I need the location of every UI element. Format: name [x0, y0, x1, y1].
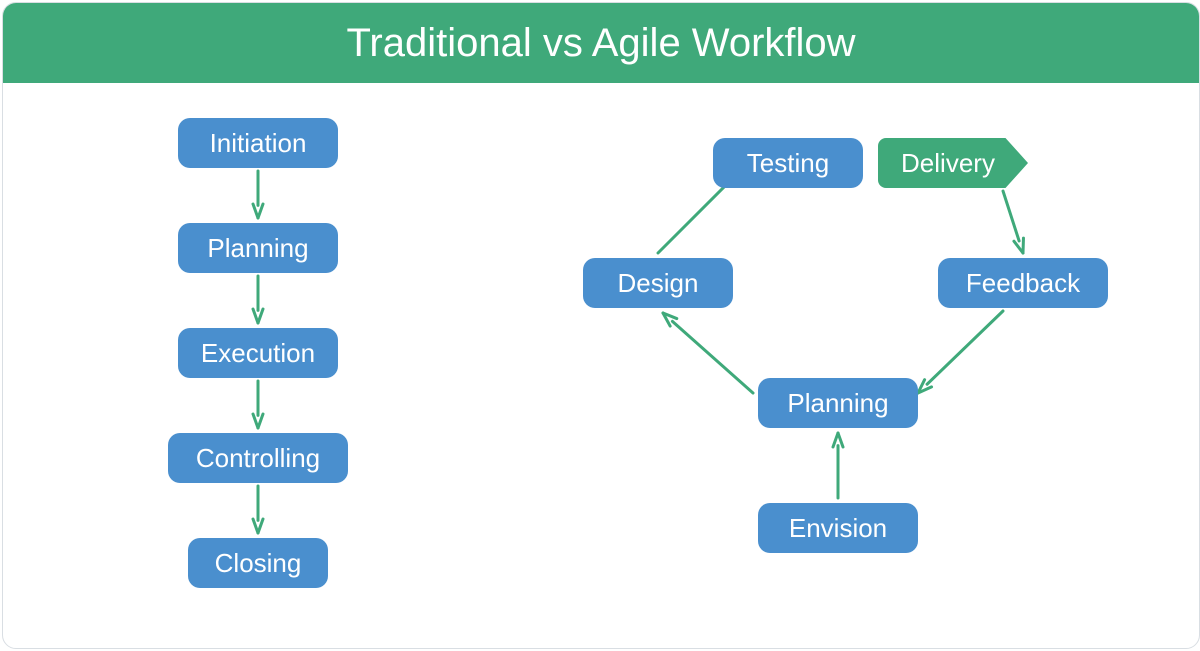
node-closing: Closing — [188, 538, 328, 588]
node-testing: Testing — [713, 138, 863, 188]
arrowhead — [838, 433, 843, 447]
node-feedback: Feedback — [938, 258, 1108, 308]
arrowhead — [253, 519, 258, 533]
arrowhead — [258, 414, 263, 428]
node-envision: Envision — [758, 503, 918, 553]
node-planning2: Planning — [758, 378, 918, 428]
arrowhead — [918, 387, 932, 393]
arrowhead — [918, 380, 925, 393]
diagram-stage: Initiation Planning Execution Controlling Cl… — [3, 83, 1199, 648]
edge-planning2-design — [672, 321, 753, 393]
edge-design-testing — [658, 182, 729, 253]
node-label: Design — [618, 268, 699, 299]
arrowhead — [258, 309, 263, 323]
node-initiation: Initiation — [178, 118, 338, 168]
node-label: Envision — [789, 513, 887, 544]
node-planning1: Planning — [178, 223, 338, 273]
node-label: Controlling — [196, 443, 320, 474]
node-label: Delivery — [901, 148, 995, 179]
node-label: Planning — [207, 233, 308, 264]
node-label: Feedback — [966, 268, 1080, 299]
page-title: Traditional vs Agile Workflow — [346, 21, 855, 65]
arrowhead — [258, 204, 263, 218]
node-label: Testing — [747, 148, 829, 179]
edge-delivery-feedback — [1003, 191, 1019, 241]
arrowhead — [1014, 241, 1023, 253]
node-controlling: Controlling — [168, 433, 348, 483]
arrowhead — [253, 309, 258, 323]
title-bar: Traditional vs Agile Workflow — [3, 3, 1199, 83]
arrowhead — [663, 313, 677, 319]
node-delivery: Delivery — [878, 138, 1028, 188]
node-label: Execution — [201, 338, 315, 369]
node-design: Design — [583, 258, 733, 308]
arrowhead — [663, 313, 670, 326]
arrowhead — [253, 204, 258, 218]
diagram-card: Traditional vs Agile Workflow Initiation… — [2, 2, 1200, 649]
arrowhead — [833, 433, 838, 447]
node-execution: Execution — [178, 328, 338, 378]
node-label: Planning — [787, 388, 888, 419]
arrowhead — [258, 519, 263, 533]
edge-feedback-planning2 — [927, 311, 1003, 384]
arrowhead — [253, 414, 258, 428]
node-label: Closing — [215, 548, 302, 579]
node-label: Initiation — [210, 128, 307, 159]
